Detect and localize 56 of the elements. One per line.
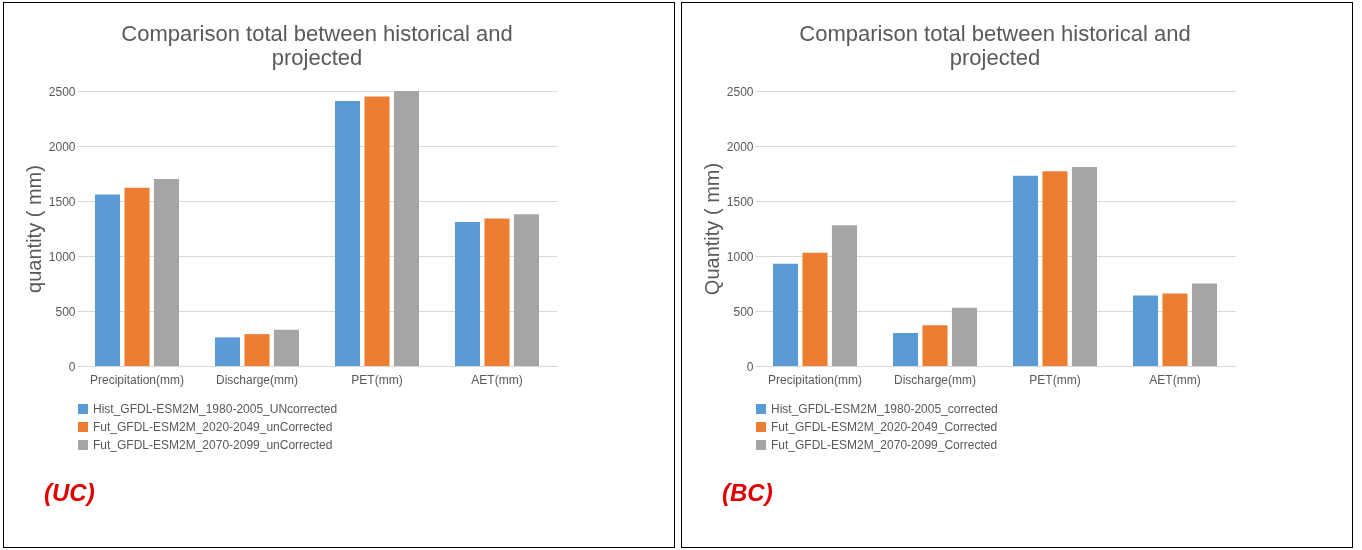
- y-tick-label: 2000: [726, 139, 754, 154]
- bar: [393, 91, 419, 366]
- y-tick-label: 2000: [48, 139, 76, 154]
- y-axis-title: Quantity ( mm): [700, 162, 723, 296]
- y-tick-label: 0: [746, 359, 754, 374]
- legend-label: Hist_GFDL-ESM2M_1980-2005_UNcorrected: [93, 402, 338, 416]
- bar: [335, 100, 361, 366]
- x-tick-label: PET(mm): [1029, 372, 1081, 387]
- x-tick-label: Precipitation(mm): [767, 372, 863, 387]
- bar: [244, 334, 270, 366]
- bar: [364, 96, 390, 366]
- x-tick-label: AET(mm): [1149, 372, 1201, 387]
- x-tick-label: Discharge(mm): [215, 372, 299, 387]
- bar: [124, 187, 150, 366]
- bar: [215, 337, 241, 366]
- y-tick-label: 1500: [726, 194, 754, 209]
- bar: [1191, 283, 1217, 366]
- bar: [1071, 166, 1097, 366]
- legend-label: Fut_GFDL-ESM2M_2070-2099_Corrected: [771, 438, 998, 452]
- bar: [951, 307, 977, 366]
- bar: [455, 221, 481, 366]
- bar: [95, 194, 121, 366]
- bar: [484, 218, 510, 366]
- bar: [773, 263, 799, 366]
- x-tick-label: Discharge(mm): [893, 372, 977, 387]
- legend-label: Fut_GFDL-ESM2M_2020-2049_unCorrected: [93, 420, 333, 434]
- y-tick-label: 2500: [48, 84, 76, 99]
- bar: [1042, 171, 1068, 366]
- bar: [893, 333, 919, 366]
- bar: [153, 179, 179, 366]
- bar: [513, 214, 539, 366]
- y-tick-label: 2500: [726, 84, 754, 99]
- y-tick-label: 0: [68, 359, 76, 374]
- legend-label: Fut_GFDL-ESM2M_2020-2049_Corrected: [771, 420, 998, 434]
- y-tick-label: 1500: [48, 194, 76, 209]
- bar: [831, 225, 857, 366]
- bar: [273, 329, 299, 366]
- chart-title: Comparison total between historical and projected: [799, 21, 1191, 70]
- chart-title: Comparison total between historical and projected: [121, 21, 513, 70]
- y-tick-label: 1000: [48, 249, 76, 264]
- y-tick-label: 500: [55, 304, 76, 319]
- y-axis-title: quantity ( mm): [22, 165, 45, 293]
- text: (BC): [722, 479, 773, 507]
- bar: [1133, 295, 1159, 366]
- bar: [922, 325, 948, 366]
- x-tick-label: Precipitation(mm): [89, 372, 185, 387]
- x-tick-label: AET(mm): [471, 372, 523, 387]
- y-tick-label: 500: [733, 304, 754, 319]
- legend-label: Fut_GFDL-ESM2M_2070-2099_unCorrected: [93, 438, 333, 452]
- text: (UC): [44, 479, 95, 507]
- bar: [802, 252, 828, 366]
- bar: [1162, 293, 1188, 366]
- legend-label: Hist_GFDL-ESM2M_1980-2005_corrected: [771, 402, 998, 416]
- x-tick-label: PET(mm): [351, 372, 403, 387]
- y-tick-label: 1000: [726, 249, 754, 264]
- bar: [1013, 175, 1039, 366]
